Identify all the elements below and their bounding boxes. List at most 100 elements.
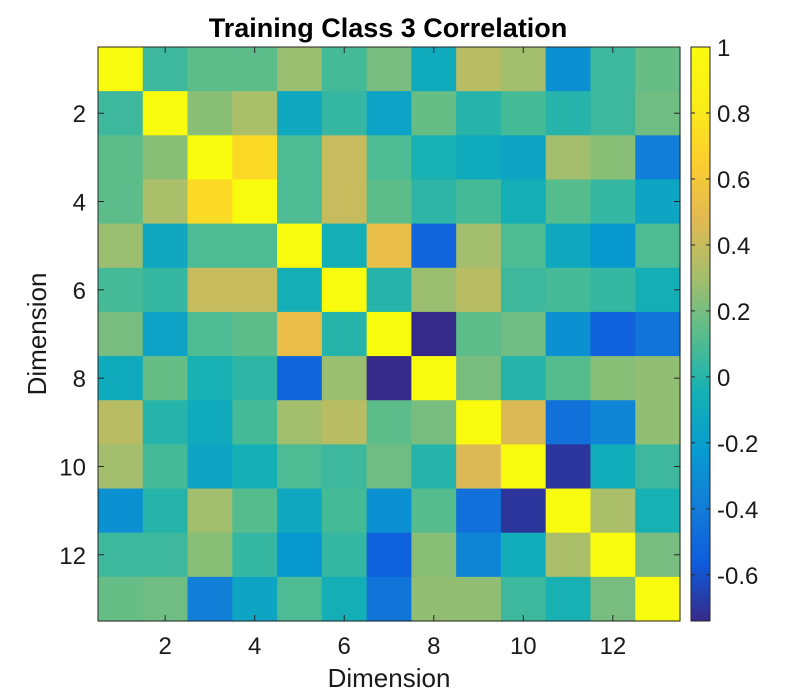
heatmap-cell (411, 179, 457, 225)
y-tick-label: 6 (73, 278, 86, 305)
heatmap-cell (500, 311, 547, 357)
heatmap-cell (590, 444, 636, 490)
heatmap-cell (545, 532, 592, 578)
heatmap-cell (98, 135, 144, 181)
heatmap-cell (456, 267, 502, 313)
heatmap-cell (545, 223, 592, 269)
heatmap-cell (142, 223, 189, 269)
heatmap-cell (411, 311, 457, 357)
heatmap-cell (277, 311, 323, 357)
heatmap-cell (321, 356, 368, 401)
heatmap-cell (590, 576, 636, 622)
heatmap-cell (456, 179, 502, 225)
heatmap-cell (232, 223, 278, 269)
colorbar-tick-label: -0.2 (717, 431, 758, 458)
heatmap-cell (232, 135, 278, 181)
heatmap-cell (187, 576, 233, 622)
heatmap-cell (321, 576, 368, 622)
heatmap-cell (545, 488, 592, 534)
heatmap-cell (321, 311, 368, 357)
heatmap-cell (411, 223, 457, 269)
heatmap-cell (232, 47, 278, 92)
heatmap-cell (366, 356, 412, 401)
heatmap-cell (187, 135, 233, 181)
heatmap-cell (590, 532, 636, 578)
heatmap-cell (187, 400, 233, 445)
heatmap-cell (635, 135, 681, 181)
heatmap-cell (98, 532, 144, 578)
heatmap-cell (366, 400, 412, 445)
heatmap-cell (635, 444, 681, 490)
heatmap-cell (366, 488, 412, 534)
heatmap-cell (411, 488, 457, 534)
heatmap-cell (187, 311, 233, 357)
heatmap-cell (187, 488, 233, 534)
heatmap-cell (232, 488, 278, 534)
colorbar-tick-label: 1 (717, 35, 730, 62)
x-tick-label: 8 (427, 633, 440, 660)
heatmap-cell (321, 223, 368, 269)
x-tick-label: 10 (510, 633, 537, 660)
colorbar-tick-label: -0.4 (717, 497, 758, 524)
heatmap-cell (635, 267, 681, 313)
heatmap-cell (232, 311, 278, 357)
heatmap-cell (321, 444, 368, 490)
heatmap-cell (545, 400, 592, 445)
heatmap-cell (456, 47, 502, 92)
heatmap-cell (232, 267, 278, 313)
heatmap-cells (98, 47, 681, 622)
heatmap-cell (411, 91, 457, 136)
heatmap-cell (187, 532, 233, 578)
heatmap-cell (635, 179, 681, 225)
heatmap-cell (277, 532, 323, 578)
heatmap-cell (366, 223, 412, 269)
x-axis-label: Dimension (328, 663, 451, 693)
colorbar: 1 0.8 0.6 0.4 0.2 0 -0.2 -0.4 -0.6 (690, 35, 758, 622)
heatmap-cell (232, 444, 278, 490)
heatmap-cell (411, 532, 457, 578)
colorbar-gradient (690, 46, 711, 622)
heatmap-cell (98, 356, 144, 401)
heatmap-cell (500, 91, 547, 136)
heatmap-cell (321, 135, 368, 181)
heatmap-cell (500, 223, 547, 269)
heatmap-cell (500, 576, 547, 622)
heatmap-cell (232, 576, 278, 622)
heatmap-cell (366, 576, 412, 622)
y-tick-label: 10 (59, 454, 86, 481)
heatmap-cell (500, 47, 547, 92)
heatmap-cell (456, 400, 502, 445)
heatmap-cell (277, 47, 323, 92)
x-tick-label: 6 (338, 633, 351, 660)
heatmap-cell (142, 91, 189, 136)
heatmap-cell (500, 267, 547, 313)
heatmap-cell (411, 356, 457, 401)
heatmap-cell (321, 400, 368, 445)
heatmap-cell (590, 47, 636, 92)
heatmap-cell (232, 400, 278, 445)
heatmap-cell (411, 267, 457, 313)
heatmap-cell (98, 400, 144, 445)
heatmap-cell (635, 532, 681, 578)
heatmap-cell (98, 179, 144, 225)
heatmap-cell (277, 179, 323, 225)
heatmap-cell (590, 267, 636, 313)
heatmap-cell (500, 400, 547, 445)
heatmap-cell (142, 532, 189, 578)
heatmap-cell (366, 532, 412, 578)
heatmap-cell (187, 223, 233, 269)
heatmap-cell (187, 179, 233, 225)
heatmap-cell (277, 135, 323, 181)
x-tick-label: 2 (158, 633, 171, 660)
heatmap-cell (456, 444, 502, 490)
heatmap-cell (500, 135, 547, 181)
heatmap-cell (500, 532, 547, 578)
heatmap-cell (142, 179, 189, 225)
x-tick-label: 12 (599, 633, 626, 660)
heatmap-cell (98, 311, 144, 357)
heatmap-cell (321, 488, 368, 534)
colorbar-tick-label: 0.8 (717, 101, 750, 128)
heatmap-cell (142, 488, 189, 534)
heatmap-cell (456, 576, 502, 622)
heatmap-cell (635, 311, 681, 357)
